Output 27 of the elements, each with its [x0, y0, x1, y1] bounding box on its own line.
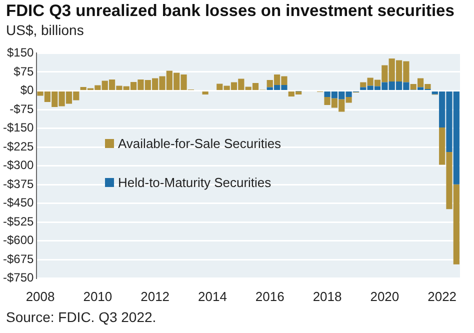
bar	[202, 91, 208, 94]
y-tick-label: -$525	[2, 214, 34, 228]
y-tick-label: -$225	[2, 139, 34, 154]
y-tick-label: -$450	[2, 196, 34, 210]
y-tick-label: -$75	[10, 102, 34, 116]
x-tick-label: 2010	[83, 288, 112, 304]
chart-title: FDIC Q3 unrealized bank losses on investment securities	[6, 2, 454, 21]
x-tick-label: 2020	[370, 288, 400, 304]
legend-label: Available-for-Sale Securities	[118, 136, 282, 151]
y-tick-label: -$375	[2, 176, 34, 191]
y-tick-label: -$600	[2, 233, 34, 248]
y-tick-label: -$675	[2, 252, 34, 266]
y-tick-label: -$300	[2, 158, 34, 172]
x-tick-label: 2014	[198, 288, 227, 304]
y-tick-label: $75	[14, 64, 34, 78]
x-tick-label: 2018	[312, 288, 342, 304]
chart-subtitle: US$, billions	[6, 22, 84, 38]
x-tick-label: 2008	[26, 288, 55, 304]
source-note: Source: FDIC. Q3 2022.	[6, 309, 156, 325]
y-tick-label: $150	[6, 46, 34, 60]
x-tick-label: 2016	[255, 288, 284, 304]
y-tick-label: -$150	[2, 120, 34, 135]
x-tick-label: 2012	[140, 288, 170, 304]
x-tick-label: 2022	[428, 288, 457, 304]
y-tick-label: $0	[20, 83, 34, 98]
legend-label: Held-to-Maturity Securities	[118, 175, 272, 190]
y-tick-label: -$750	[2, 270, 34, 285]
